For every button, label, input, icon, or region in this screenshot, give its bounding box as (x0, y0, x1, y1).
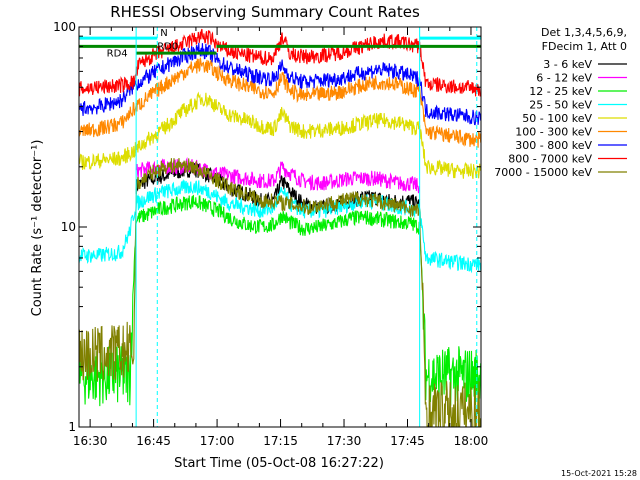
y-axis-label: Count Rate (s⁻¹ detector⁻¹) (30, 140, 45, 317)
series-line-50-100-kev (79, 91, 481, 180)
y-tick-label: 10 (61, 220, 76, 234)
flag-label-rd4: RD4 (107, 49, 128, 60)
x-tick-label: 18:00 (454, 434, 489, 448)
legend-label-3-6-kev: 3 - 6 keV (543, 58, 592, 71)
series-line-300-800-kev (79, 42, 481, 126)
y-tick-label: 100 (53, 20, 76, 34)
series-line-7000-15000-kev (79, 158, 481, 427)
x-tick-label: 17:30 (327, 434, 362, 448)
legend-label-7000-15000-kev: 7000 - 15000 keV (494, 166, 592, 179)
x-tick-label: 17:15 (263, 434, 298, 448)
legend-label-800-7000-kev: 800 - 7000 keV (508, 153, 592, 166)
legend-label-100-300-kev: 100 - 300 keV (515, 126, 592, 139)
axes-layer: 1 10 100 16:30 16:45 17:00 17:15 17:30 17:45 18:0… (53, 20, 488, 448)
x-tick-label: 16:30 (73, 434, 108, 448)
chart-title: RHESSI Observing Summary Count Rates (110, 3, 420, 21)
timestamp: 15-Oct-2021 15:28 (561, 469, 637, 478)
legend-label-50-100-kev: 50 - 100 keV (522, 112, 592, 125)
x-tick-label: 17:00 (200, 434, 235, 448)
x-axis-label: Start Time (05-Oct-08 16:27:22) (174, 456, 384, 471)
legend-label-25-50-kev: 25 - 50 keV (529, 99, 592, 112)
x-tick-label: 16:45 (136, 434, 171, 448)
series-line-6-12-kev (135, 156, 421, 194)
legend-label-6-12-kev: 6 - 12 keV (536, 72, 592, 85)
legend-header-line: FDecim 1, Att 0 (542, 40, 627, 53)
series-line-12-25-kev (79, 194, 481, 407)
legend-label-12-25-kev: 12 - 25 keV (529, 85, 592, 98)
x-tick-label: 17:45 (390, 434, 425, 448)
legend-header-line: Det 1,3,4,5,6,9, (541, 26, 627, 39)
flag-label-rd0: RD0 (157, 42, 178, 53)
legend: Det 1,3,4,5,6,9,FDecim 1, Att 0 3 - 6 keV… (494, 26, 627, 179)
flag-label-n: N (160, 28, 167, 39)
y-tick-label: 1 (68, 420, 76, 434)
series-line-100-300-kev (79, 57, 481, 148)
legend-label-300-800-kev: 300 - 800 keV (515, 139, 592, 152)
